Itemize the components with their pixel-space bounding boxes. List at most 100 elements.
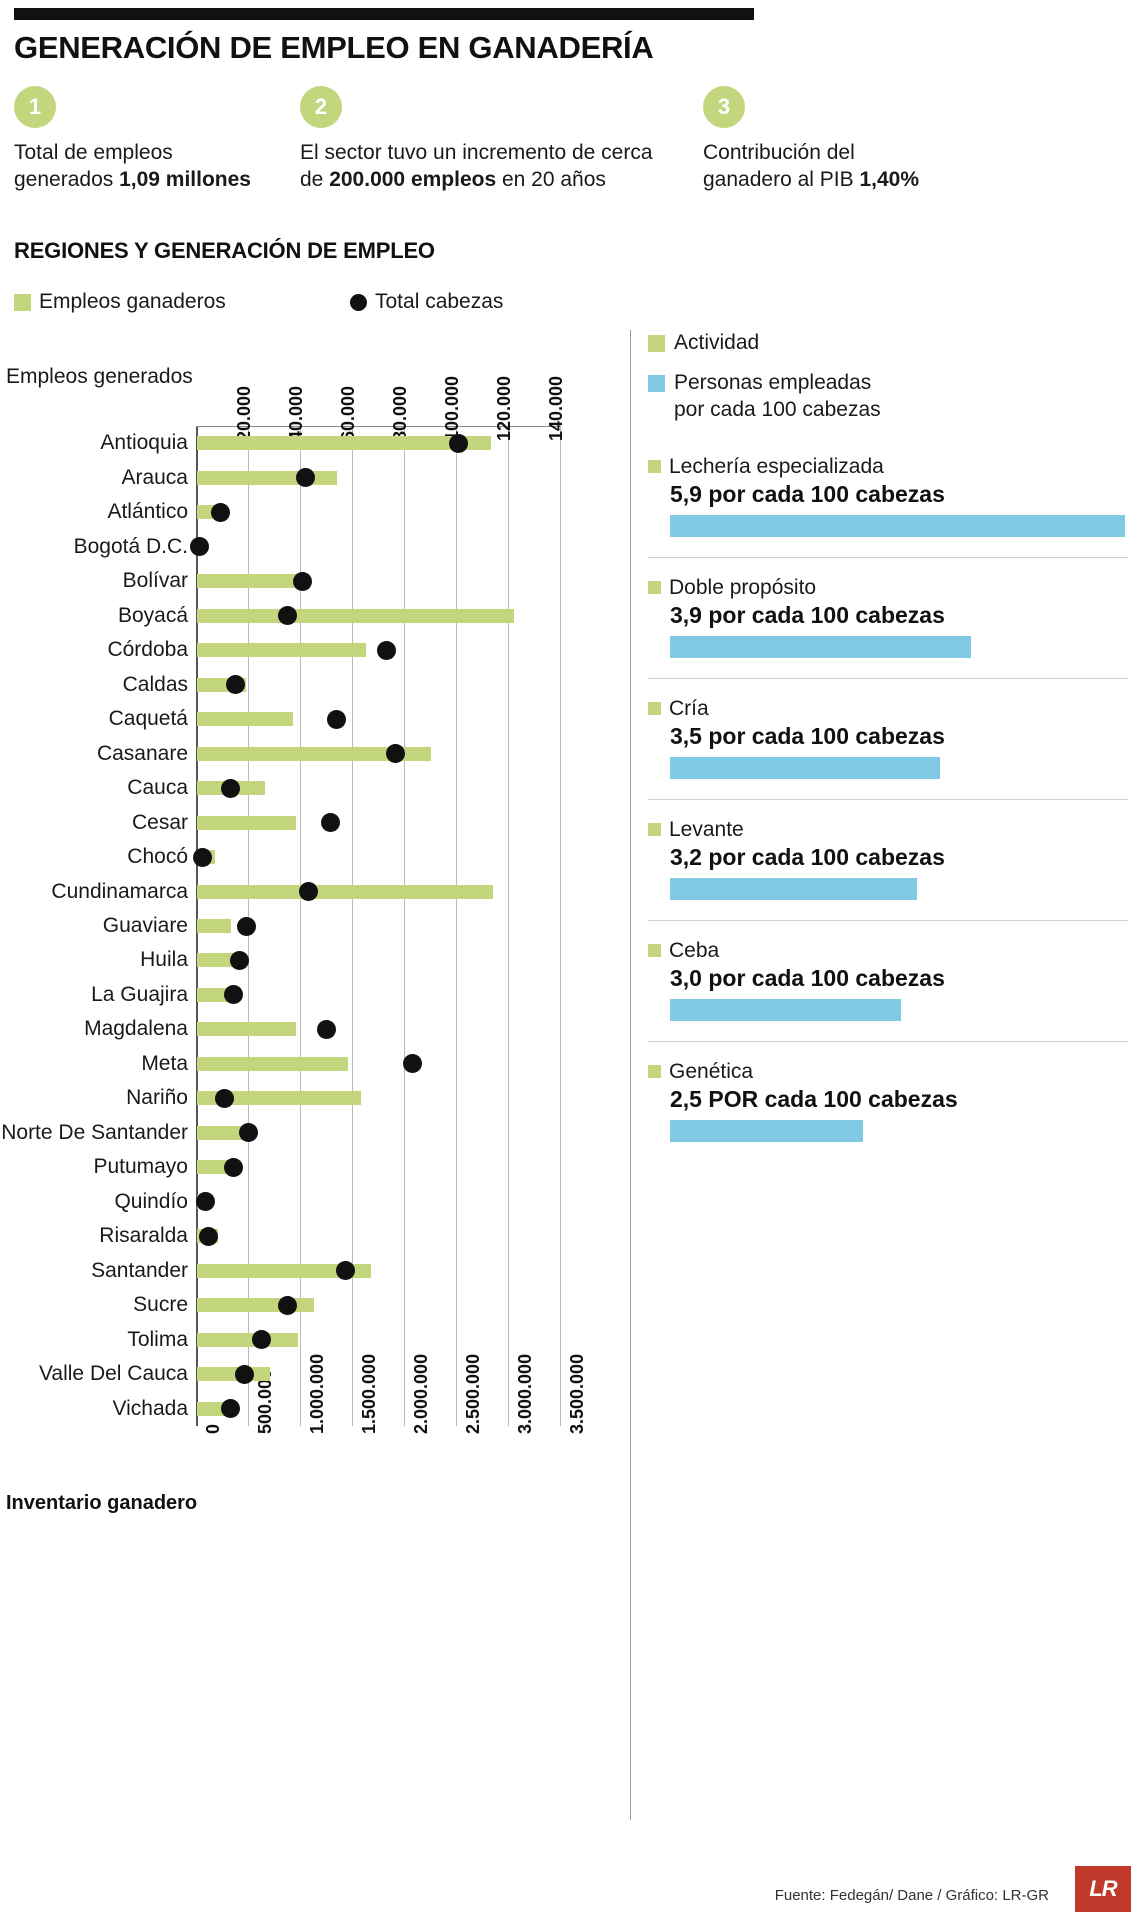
- legend-label-empleos: Empleos ganaderos: [39, 290, 226, 313]
- square-green-swatch-icon: [648, 702, 661, 716]
- metric-value: 3,9 por cada 100 cabezas: [670, 601, 945, 628]
- metric-bar: [670, 877, 917, 900]
- square-green-swatch-icon: [648, 823, 661, 837]
- fact-3-line2-bold: 1,40%: [859, 167, 919, 191]
- bar: [197, 1401, 229, 1416]
- metric-item: Lechería especializada 5,9 por cada 100 c…: [648, 437, 1128, 537]
- chart-plot: 20.000 40.000 60.000 80.000 100.000 120.000 14…: [189, 376, 587, 1434]
- top-axis-line: [196, 426, 560, 427]
- metric-value: 3,0 por cada 100 cabezas: [670, 964, 945, 991]
- key-fact-3: 3 Contribución del ganadero al PIB 1,40%: [703, 86, 1003, 194]
- panel-divider: [630, 330, 631, 1820]
- bar: [197, 919, 231, 933]
- metric-name: Doble propósito: [669, 575, 817, 599]
- fact-1-line1: Total de empleos: [14, 141, 173, 164]
- metrics-list: Lechería especializada 5,9 por cada 100 c…: [648, 437, 1128, 1142]
- bar: [197, 1091, 361, 1106]
- data-point-dot: [278, 1295, 298, 1315]
- data-point-dot: [230, 950, 250, 970]
- bar: [197, 436, 491, 451]
- fact-text-3: Contribución del ganadero al PIB 1,40%: [703, 140, 1003, 194]
- data-point-dot: [295, 468, 315, 488]
- square-green-swatch-icon: [648, 1065, 661, 1079]
- data-point-dot: [238, 1123, 258, 1143]
- key-fact-2: 2 El sector tuvo un incremento de cerca …: [300, 86, 670, 194]
- legend-empleos-ganaderos: Empleos ganaderos: [14, 290, 226, 314]
- fact-badge-3: 3: [703, 86, 745, 128]
- top-axis-tick: 40.000: [286, 385, 306, 441]
- data-point-dot: [336, 1261, 356, 1281]
- metric-name: Cría: [669, 696, 709, 720]
- metric-bar: [670, 756, 940, 779]
- category-label: Caldas: [122, 672, 188, 696]
- data-point-dot: [198, 1226, 218, 1246]
- bottom-axis-tick: 2.000.000: [411, 1353, 431, 1434]
- metric-item: Ceba 3,0 por cada 100 cabezas: [648, 919, 1128, 1021]
- section-title: REGIONES Y GENERACIÓN DE EMPLEO: [14, 238, 435, 263]
- metric-header: Genética: [648, 1060, 1128, 1084]
- gridline: [508, 426, 509, 1426]
- data-point-dot: [316, 1019, 336, 1039]
- data-point-dot: [192, 847, 212, 867]
- metric-bar: [670, 635, 971, 658]
- data-point-dot: [292, 571, 312, 591]
- metric-header: Cría: [648, 697, 1128, 721]
- square-green-swatch-icon: [648, 944, 661, 958]
- category-label: Arauca: [121, 465, 188, 489]
- bottom-axis-tick: 0: [203, 1423, 223, 1434]
- bottom-axis-tick: 3.000.000: [515, 1353, 535, 1434]
- metric-item: Doble propósito 3,9 por cada 100 cabezas: [648, 556, 1128, 658]
- category-label: Sucre: [133, 1293, 188, 1317]
- metric-name: Lechería especializada: [669, 454, 884, 478]
- top-axis-tick: 20.000: [234, 385, 254, 441]
- data-point-dot: [376, 640, 396, 660]
- top-axis-tick: 80.000: [390, 385, 410, 441]
- bottom-axis-tick: 3.500.000: [567, 1353, 587, 1434]
- fact-1-line2-bold: 1,09 millones: [119, 167, 251, 191]
- metric-item: Genética 2,5 POR cada 100 cabezas: [648, 1040, 1128, 1142]
- category-label: Putumayo: [93, 1155, 188, 1179]
- data-point-dot: [195, 1192, 215, 1212]
- category-label: Boyacá: [117, 603, 188, 627]
- fact-text-2: El sector tuvo un incremento de cerca de…: [300, 140, 670, 194]
- data-point-dot: [386, 744, 406, 764]
- category-label: Cesar: [131, 810, 188, 834]
- panel-legend-personas-line2: por cada 100 cabezas: [674, 397, 881, 421]
- bar: [197, 643, 366, 658]
- data-point-dot: [326, 709, 346, 729]
- axis-title-inventario-ganadero: Inventario ganadero: [6, 1492, 198, 1514]
- bar: [197, 815, 296, 830]
- square-green-swatch-icon: [14, 293, 31, 311]
- category-label: Antioquia: [100, 431, 188, 455]
- bar: [197, 953, 239, 968]
- circle-black-dot-icon: [350, 293, 367, 311]
- data-point-dot: [402, 1054, 422, 1074]
- legend-label-cabezas: Total cabezas: [375, 290, 504, 313]
- top-axis-tick: 60.000: [338, 385, 358, 441]
- data-point-dot: [220, 1399, 240, 1419]
- category-label: Huila: [140, 948, 188, 972]
- panel-legend-label-personas: Personas empleadas por cada 100 cabezas: [674, 370, 881, 423]
- fact-2-line2-plain-a: de: [300, 167, 330, 191]
- category-label: Valle Del Cauca: [38, 1362, 188, 1386]
- category-label: Meta: [141, 1051, 188, 1075]
- data-point-dot: [298, 882, 318, 902]
- data-point-dot: [320, 813, 340, 833]
- metric-item: Cría 3,5 por cada 100 cabezas: [648, 677, 1128, 779]
- source-credit: Fuente: Fedegán/ Dane / Gráfico: LR-GR: [774, 1887, 1049, 1904]
- top-axis-tick: 120.000: [494, 375, 514, 441]
- category-label: Atlántico: [107, 500, 188, 524]
- category-label: Casanare: [96, 741, 188, 765]
- top-rule: [14, 8, 754, 20]
- category-label: Bogotá D.C.: [73, 534, 188, 558]
- fact-2-line1: El sector tuvo un incremento de cerca: [300, 141, 653, 164]
- top-axis-tick: 100.000: [442, 375, 462, 441]
- category-label: Caquetá: [108, 707, 188, 731]
- category-label: Magdalena: [84, 1017, 188, 1041]
- gridline: [404, 426, 405, 1426]
- bar: [197, 1332, 299, 1347]
- fact-2-line2-bold: 200.000 empleos: [329, 167, 497, 191]
- gridline: [456, 426, 457, 1426]
- square-green-swatch-icon: [648, 460, 661, 474]
- metric-item: Levante 3,2 por cada 100 cabezas: [648, 798, 1128, 900]
